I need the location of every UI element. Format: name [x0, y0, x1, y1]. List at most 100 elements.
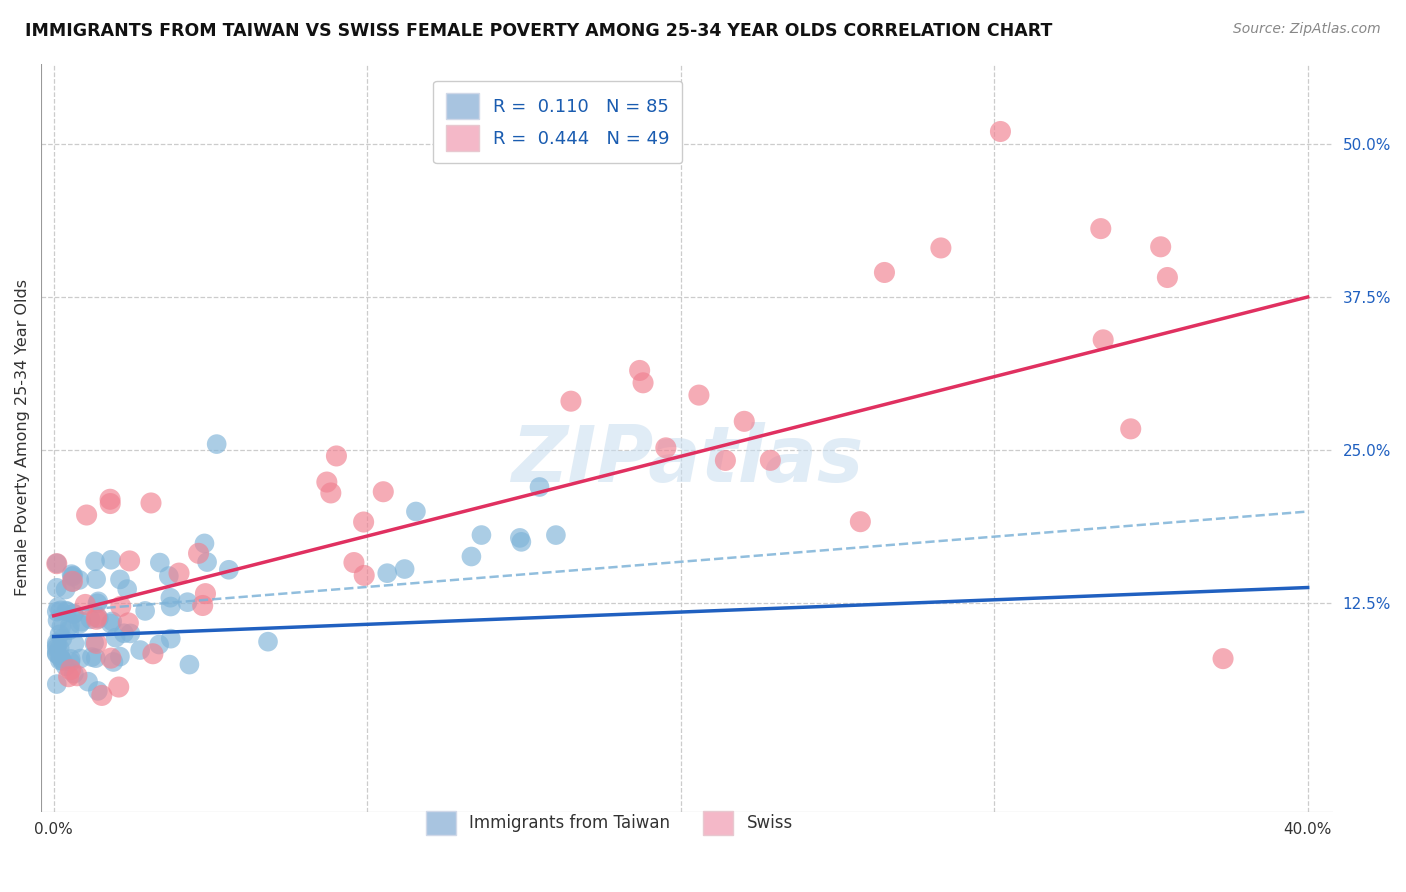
Point	[84, 651, 107, 665]
Point	[87, 684, 110, 698]
Point	[688, 388, 710, 402]
Point	[75, 598, 97, 612]
Point	[353, 568, 375, 582]
Point	[45, 646, 67, 660]
Point	[325, 449, 347, 463]
Point	[353, 515, 375, 529]
Point	[120, 626, 142, 640]
Legend: Immigrants from Taiwan, Swiss: Immigrants from Taiwan, Swiss	[416, 801, 803, 845]
Point	[510, 534, 533, 549]
Point	[63, 666, 86, 681]
Point	[205, 437, 228, 451]
Point	[59, 652, 82, 666]
Point	[51, 654, 73, 668]
Point	[45, 677, 67, 691]
Point	[84, 572, 107, 586]
Point	[873, 265, 896, 279]
Point	[48, 627, 70, 641]
Point	[149, 556, 172, 570]
Point	[80, 650, 103, 665]
Point	[45, 639, 67, 653]
Point	[55, 659, 77, 673]
Point	[1092, 333, 1115, 347]
Point	[58, 670, 80, 684]
Point	[195, 555, 218, 569]
Point	[60, 567, 83, 582]
Point	[86, 636, 108, 650]
Point	[55, 582, 77, 597]
Point	[62, 574, 84, 589]
Point	[66, 669, 89, 683]
Point	[142, 647, 165, 661]
Point	[48, 641, 70, 656]
Point	[98, 492, 121, 507]
Point	[509, 531, 531, 545]
Text: 0.0%: 0.0%	[34, 822, 73, 837]
Point	[990, 124, 1012, 138]
Point	[110, 599, 132, 614]
Point	[631, 376, 654, 390]
Point	[86, 596, 108, 610]
Point	[343, 556, 366, 570]
Point	[470, 528, 492, 542]
Point	[1119, 422, 1142, 436]
Point	[49, 651, 72, 665]
Point	[87, 594, 110, 608]
Point	[1156, 270, 1178, 285]
Point	[69, 651, 91, 665]
Point	[46, 599, 69, 614]
Point	[194, 587, 217, 601]
Point	[60, 569, 83, 583]
Point	[115, 582, 138, 596]
Point	[117, 615, 139, 630]
Point	[628, 363, 651, 377]
Point	[733, 414, 755, 428]
Point	[108, 649, 131, 664]
Point	[315, 475, 337, 489]
Point	[69, 616, 91, 631]
Point	[45, 641, 67, 656]
Text: IMMIGRANTS FROM TAIWAN VS SWISS FEMALE POVERTY AMONG 25-34 YEAR OLDS CORRELATION: IMMIGRANTS FROM TAIWAN VS SWISS FEMALE P…	[25, 22, 1053, 40]
Point	[67, 573, 90, 587]
Point	[77, 674, 100, 689]
Point	[55, 604, 77, 618]
Point	[76, 508, 98, 522]
Point	[112, 626, 135, 640]
Point	[70, 615, 93, 629]
Point	[159, 591, 181, 605]
Point	[1150, 240, 1173, 254]
Point	[157, 569, 180, 583]
Point	[87, 612, 110, 626]
Point	[148, 638, 170, 652]
Point	[90, 689, 112, 703]
Point	[191, 599, 214, 613]
Point	[46, 614, 69, 628]
Point	[218, 563, 240, 577]
Point	[193, 536, 215, 550]
Point	[159, 599, 181, 614]
Point	[45, 557, 67, 571]
Point	[45, 581, 67, 595]
Point	[51, 632, 73, 646]
Point	[84, 554, 107, 568]
Point	[59, 618, 82, 632]
Point	[98, 497, 121, 511]
Point	[257, 634, 280, 648]
Point	[59, 655, 82, 669]
Text: ZIPatlas: ZIPatlas	[510, 423, 863, 499]
Point	[187, 546, 209, 560]
Point	[107, 680, 129, 694]
Point	[159, 632, 181, 646]
Point	[129, 643, 152, 657]
Point	[86, 612, 108, 626]
Point	[48, 648, 70, 662]
Point	[405, 504, 427, 518]
Text: 40.0%: 40.0%	[1284, 822, 1331, 837]
Point	[319, 486, 342, 500]
Point	[58, 623, 80, 637]
Point	[104, 631, 127, 645]
Point	[79, 612, 101, 626]
Point	[60, 575, 83, 590]
Point	[394, 562, 416, 576]
Point	[63, 637, 86, 651]
